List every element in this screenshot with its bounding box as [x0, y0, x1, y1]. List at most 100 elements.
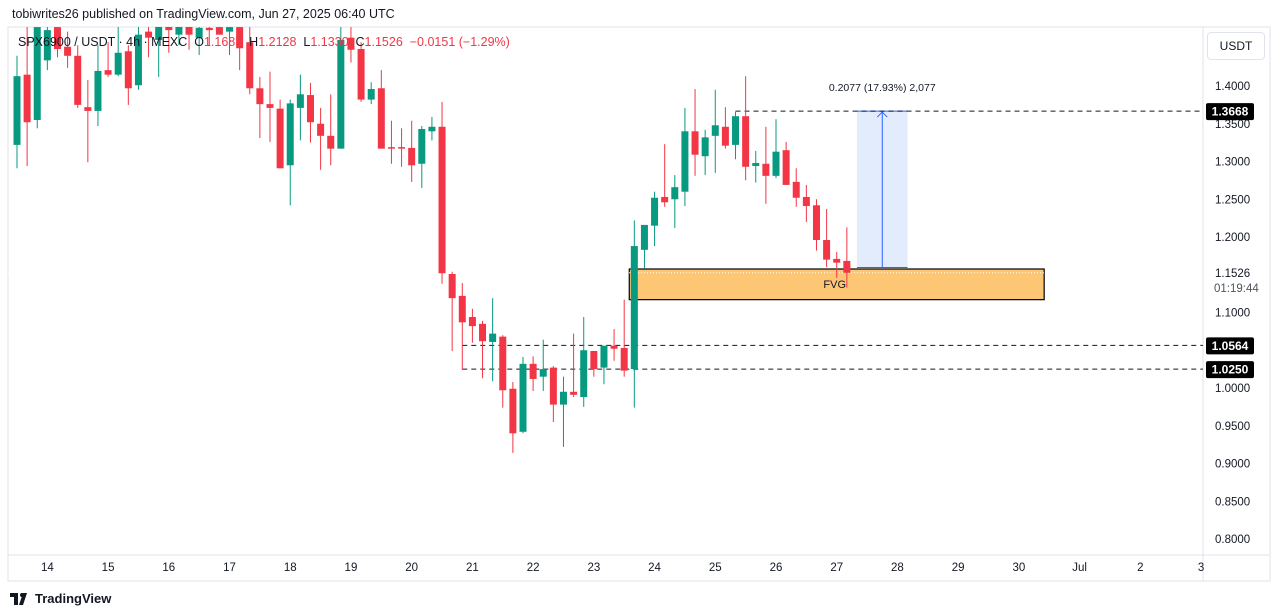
candle-body-down — [53, 27, 61, 50]
candle-body-up — [195, 27, 203, 38]
tradingview-logo[interactable]: TradingView — [10, 591, 111, 606]
candle-body-down — [812, 205, 820, 241]
candle-body-up — [752, 163, 760, 167]
candle-body-up — [580, 350, 588, 398]
candle-body-down — [347, 37, 355, 50]
candle-body-up — [296, 94, 304, 108]
candle-body-down — [833, 258, 841, 263]
close-label: C — [355, 35, 365, 49]
brand-name: TradingView — [35, 591, 112, 606]
candle-body-up — [600, 345, 608, 368]
current-price-label: 1.1526 — [1215, 268, 1250, 280]
price-tick-label: 0.8000 — [1215, 534, 1250, 546]
candle-body-down — [408, 147, 416, 166]
price-tick-label: 1.3500 — [1215, 119, 1250, 131]
price-tick-label: 0.9500 — [1215, 421, 1250, 433]
low-value: 1.1330 — [310, 35, 349, 49]
time-tick-label: 16 — [162, 562, 175, 574]
candle-body-down — [479, 323, 487, 342]
time-tick-label: 14 — [41, 562, 54, 574]
candle-body-down — [306, 95, 314, 123]
time-tick-label: 30 — [1012, 562, 1025, 574]
candle-body-up — [651, 197, 659, 226]
candle-body-down — [570, 391, 578, 395]
candle-body-down — [468, 317, 476, 327]
candle-body-down — [499, 336, 507, 391]
candle-body-up — [701, 137, 709, 157]
candle-body-up — [539, 369, 547, 377]
candle-body-up — [94, 70, 102, 111]
price-level-label: 1.0250 — [1212, 363, 1249, 377]
candle-body-down — [398, 147, 406, 149]
candle-body-down — [246, 42, 254, 89]
candle-body-down — [357, 49, 365, 100]
symbol-legend: SPX6900 / USDT · 4h · MEXC O1.1683 H1.21… — [18, 35, 510, 49]
candle-body-up — [732, 116, 740, 145]
candle-body-down — [276, 108, 284, 169]
time-tick-label: 29 — [952, 562, 965, 574]
candle-body-down — [509, 388, 517, 434]
candle-body-up — [681, 131, 689, 192]
candle-body-down — [843, 260, 851, 273]
candle-body-up — [671, 187, 679, 200]
measure-arrow-head-icon — [876, 111, 888, 118]
candle-body-up — [559, 391, 567, 405]
current-price-label-bg — [1205, 264, 1265, 295]
candle-body-down — [266, 104, 274, 108]
candle-body-up — [418, 129, 426, 164]
price-tick-label: 1.2000 — [1215, 232, 1250, 244]
candle-body-down — [185, 27, 193, 35]
time-tick-label: 27 — [830, 562, 843, 574]
candle-body-up — [367, 89, 375, 100]
price-level-badge — [1206, 103, 1254, 121]
high-label: H — [249, 35, 259, 49]
price-level-label: 1.3668 — [1212, 105, 1249, 119]
time-tick-label: 2 — [1137, 562, 1143, 574]
candle-body-down — [802, 196, 810, 207]
candle-body-down — [236, 27, 244, 49]
candle-body-down — [529, 363, 537, 379]
candle-body-down — [145, 31, 153, 38]
symbol-name[interactable]: SPX6900 / USDT · 4h · MEXC — [18, 35, 188, 49]
candle-body-down — [549, 367, 557, 405]
candle-body-down — [742, 116, 750, 167]
price-level-label: 1.0564 — [1212, 339, 1249, 353]
candle-body-down — [327, 135, 335, 149]
candle-body-down — [620, 347, 628, 371]
candle-body-down — [792, 181, 800, 198]
measure-label: 0.2077 (17.93%) 2,077 — [829, 82, 936, 94]
candle-body-up — [175, 27, 183, 35]
open-value: 1.1683 — [203, 35, 243, 49]
publisher-line: tobiwrites26 published on TradingView.co… — [12, 7, 395, 21]
open-label: O — [194, 35, 204, 49]
time-tick-label: 23 — [587, 562, 600, 574]
candle-body-down — [165, 27, 173, 31]
candle-body-down — [377, 88, 385, 149]
candle-countdown: 01:19:44 — [1214, 283, 1259, 295]
tradingview-logo-icon — [10, 592, 27, 605]
price-tick-label: 0.9000 — [1215, 459, 1250, 471]
candle-body-down — [782, 150, 790, 185]
candle-body-up — [337, 39, 345, 149]
candle-body-up — [630, 246, 638, 370]
candle-body-down — [762, 163, 770, 176]
candle-body-down — [104, 70, 112, 75]
currency-button[interactable]: USDT — [1207, 32, 1265, 60]
price-level-badge — [1206, 337, 1254, 355]
time-tick-label: Jul — [1072, 562, 1087, 574]
low-label: L — [303, 35, 311, 49]
time-tick-label: 3 — [1198, 562, 1204, 574]
candle-body-up — [134, 34, 142, 86]
candle-body-down — [823, 240, 831, 260]
candle-body-down — [661, 196, 669, 203]
candle-body-down — [124, 51, 132, 89]
price-tick-label: 1.4000 — [1215, 81, 1250, 93]
price-level-badge — [1206, 361, 1254, 379]
close-value: 1.1526 — [364, 35, 403, 49]
candle-body-up — [772, 151, 780, 176]
price-tick-label: 1.2500 — [1215, 194, 1250, 206]
candle-body-down — [64, 46, 72, 56]
time-tick-label: 20 — [405, 562, 418, 574]
fvg-label: FVG — [823, 279, 846, 291]
